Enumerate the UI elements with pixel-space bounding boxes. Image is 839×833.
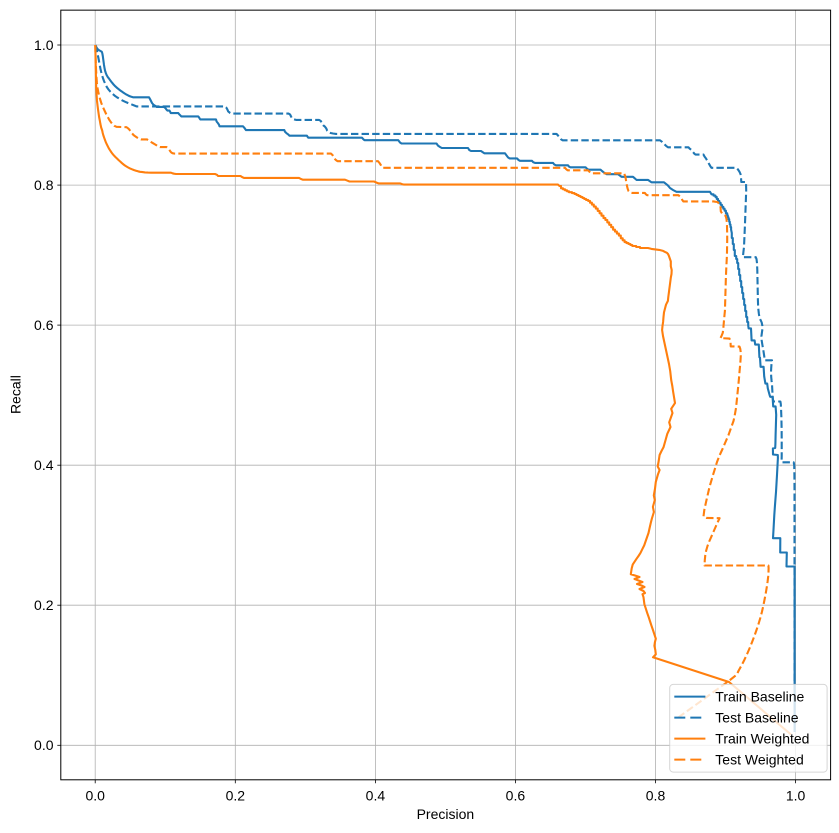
- svg-text:0.6: 0.6: [34, 317, 54, 333]
- svg-text:0.2: 0.2: [226, 788, 246, 804]
- svg-text:1.0: 1.0: [34, 37, 54, 53]
- svg-text:0.2: 0.2: [34, 597, 54, 613]
- svg-text:0.8: 0.8: [34, 177, 54, 193]
- svg-text:Precision: Precision: [417, 806, 475, 822]
- svg-text:0.8: 0.8: [646, 788, 666, 804]
- svg-text:0.4: 0.4: [366, 788, 386, 804]
- svg-text:Train Baseline: Train Baseline: [715, 688, 804, 704]
- svg-text:Test Baseline: Test Baseline: [715, 709, 798, 725]
- svg-text:1.0: 1.0: [786, 788, 806, 804]
- svg-text:0.0: 0.0: [34, 737, 54, 753]
- svg-text:0.4: 0.4: [34, 457, 54, 473]
- svg-text:Test Weighted: Test Weighted: [715, 751, 803, 767]
- svg-text:Train Weighted: Train Weighted: [715, 730, 809, 746]
- svg-text:Recall: Recall: [8, 375, 24, 414]
- svg-text:0.6: 0.6: [506, 788, 526, 804]
- svg-text:0.0: 0.0: [85, 788, 105, 804]
